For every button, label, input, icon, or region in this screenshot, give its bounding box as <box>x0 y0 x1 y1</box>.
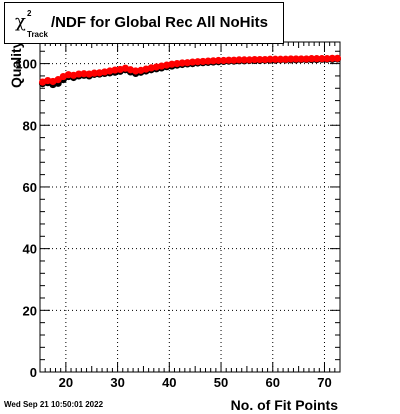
data-point-red <box>276 55 285 63</box>
y-tick-label: 60 <box>23 180 37 195</box>
data-point-red <box>220 56 228 65</box>
data-point-red <box>75 70 83 78</box>
data-point-red <box>188 58 197 66</box>
x-tick-label: 30 <box>110 375 124 390</box>
axis-ticks <box>39 42 341 373</box>
data-point-red <box>313 55 321 63</box>
x-tick-label: 70 <box>317 375 331 390</box>
data-point-red <box>209 57 217 65</box>
plot-frame <box>39 41 341 373</box>
data-point-red <box>333 54 342 62</box>
title-superscript: 2 <box>27 9 32 18</box>
y-tick-label: 0 <box>30 365 37 380</box>
x-tick-label: 20 <box>59 375 73 390</box>
title-text: /NDF for Global Rec All NoHits <box>51 14 268 31</box>
y-tick-label: 80 <box>23 118 37 133</box>
y-axis-label: Quality <box>8 40 24 88</box>
data-point-red <box>204 57 212 65</box>
data-point-red <box>194 58 202 66</box>
data-point-red <box>54 76 62 84</box>
data-point-red <box>282 55 290 63</box>
x-tick-label: 40 <box>162 375 176 390</box>
data-point-red <box>80 70 88 78</box>
data-point-red <box>230 56 238 64</box>
data-point-red <box>225 56 233 64</box>
title-subscript: Track <box>27 30 48 39</box>
data-point-red <box>328 54 336 62</box>
data-point-red <box>214 56 223 65</box>
data-point-red <box>261 55 269 64</box>
data-point-red <box>287 55 295 63</box>
y-tick-label: 40 <box>23 242 37 257</box>
data-point-red <box>245 56 254 64</box>
title-chi-symbol: χ <box>15 11 26 32</box>
x-tick-label: 50 <box>214 375 228 390</box>
y-tick-label: 20 <box>23 303 37 318</box>
data-point-red <box>297 55 305 63</box>
data-point-red <box>178 59 186 67</box>
data-point-red <box>318 55 326 63</box>
timestamp: Wed Sep 21 10:50:01 2022 <box>4 400 104 409</box>
grid <box>40 42 340 373</box>
title-box: χ 2 Track /NDF for Global Rec All NoHits <box>4 2 284 44</box>
data-point-red <box>235 56 243 64</box>
data-point-red <box>266 55 274 63</box>
y-tick-label: 100 <box>15 57 37 72</box>
x-axis-label: No. of Fit Points <box>231 397 339 413</box>
data-point-red <box>240 56 248 64</box>
data-point-red <box>256 55 264 64</box>
data-point-red <box>251 55 259 64</box>
data-point-red <box>199 57 207 66</box>
data-point-red <box>323 55 331 63</box>
data-point-red <box>302 55 310 63</box>
data-point-red <box>90 69 98 77</box>
data-point-red <box>307 55 316 63</box>
tick-labels: 20 30 40 50 60 70 0 20 40 60 80 100 <box>15 57 331 390</box>
x-tick-label: 60 <box>266 375 280 390</box>
data-point-red <box>271 55 279 63</box>
data-point-red <box>292 55 300 63</box>
data-points <box>38 54 342 89</box>
